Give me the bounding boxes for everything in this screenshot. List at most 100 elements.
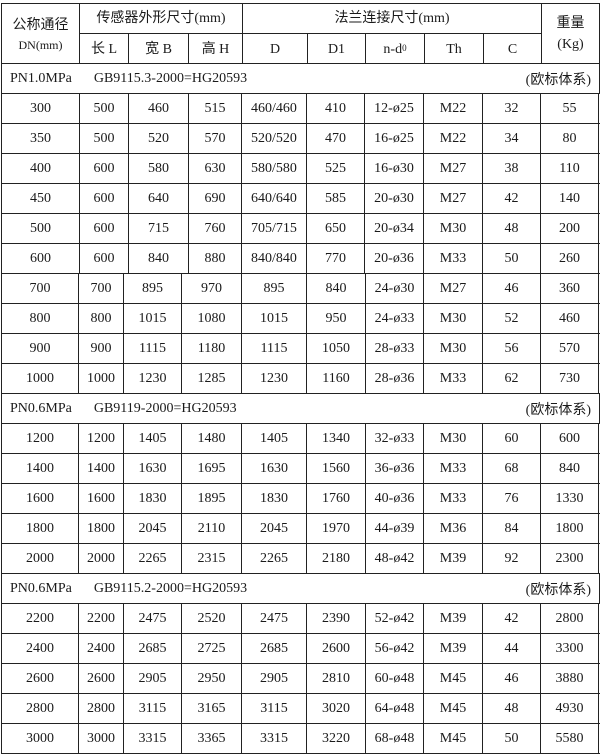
table-cell: 600 bbox=[80, 154, 129, 183]
table-cell: 42 bbox=[483, 184, 541, 213]
weight-header: 重量 (Kg) bbox=[542, 4, 600, 64]
table-cell: 1970 bbox=[307, 514, 366, 543]
table-cell: 2000 bbox=[2, 544, 79, 573]
table-cell: 2800 bbox=[79, 694, 124, 723]
table-cell: 570 bbox=[541, 334, 599, 363]
table-cell: 1400 bbox=[79, 454, 124, 483]
table-cell: 2045 bbox=[242, 514, 307, 543]
table-cell: 28-ø36 bbox=[366, 364, 424, 393]
table-cell: 470 bbox=[307, 124, 365, 153]
table-cell: M45 bbox=[424, 664, 483, 693]
table-cell: 2600 bbox=[307, 634, 366, 663]
table-cell: M39 bbox=[424, 634, 483, 663]
table-cell: M36 bbox=[424, 514, 483, 543]
table-cell: 3020 bbox=[307, 694, 366, 723]
table-cell: 1800 bbox=[2, 514, 79, 543]
table-cell: 1400 bbox=[2, 454, 79, 483]
dn-label: 公称通径 bbox=[12, 17, 69, 33]
table-cell: M22 bbox=[424, 124, 483, 153]
table-cell: 16-ø25 bbox=[365, 124, 424, 153]
table-cell: 1230 bbox=[242, 364, 307, 393]
table-cell: 640/640 bbox=[242, 184, 307, 213]
table-cell: 2265 bbox=[124, 544, 182, 573]
table-cell: 76 bbox=[483, 484, 541, 513]
table-cell: 2725 bbox=[182, 634, 242, 663]
table-cell: 400 bbox=[2, 154, 80, 183]
table-cell: 3315 bbox=[124, 724, 182, 753]
table-cell: 2520 bbox=[182, 604, 242, 633]
pressure-rating: PN0.6MPa bbox=[10, 400, 72, 416]
table-cell: 500 bbox=[80, 124, 129, 153]
weight-unit: (Kg) bbox=[557, 37, 584, 52]
table-cell: 2810 bbox=[307, 664, 366, 693]
table-cell: 24-ø30 bbox=[366, 274, 424, 303]
table-cell: 4930 bbox=[541, 694, 599, 723]
table-cell: 12-ø25 bbox=[365, 94, 424, 123]
table-cell: 840 bbox=[129, 244, 189, 273]
table-cell: 3880 bbox=[541, 664, 599, 693]
table-cell: 3115 bbox=[124, 694, 182, 723]
table-cell: 650 bbox=[307, 214, 365, 243]
table-row: 350 500 520 570 520/520 470 16-ø25 M22 34 80 bbox=[2, 124, 600, 154]
table-cell: 600 bbox=[2, 244, 80, 273]
table-row: 2800 2800 3115 3165 3115 3020 64-ø48 M45 48 4930 bbox=[2, 694, 600, 724]
table-cell: 110 bbox=[541, 154, 599, 183]
table-row: 800 800 1015 1080 1015 950 24-ø33 M30 52 460 bbox=[2, 304, 600, 334]
table-cell: 760 bbox=[189, 214, 242, 243]
table-header: 公称通径 DN(mm) 传感器外形尺寸(mm) 法兰连接尺寸(mm) 重量 (K… bbox=[2, 4, 600, 64]
table-cell: 585 bbox=[307, 184, 365, 213]
table-cell: 730 bbox=[541, 364, 599, 393]
table-cell: 60-ø48 bbox=[366, 664, 424, 693]
table-cell: 2685 bbox=[242, 634, 307, 663]
table-cell: 1015 bbox=[242, 304, 307, 333]
table-cell: 55 bbox=[541, 94, 599, 123]
table-cell: 84 bbox=[483, 514, 541, 543]
table-cell: 600 bbox=[80, 244, 129, 273]
table-row: 450 600 640 690 640/640 585 20-ø30 M27 42 140 bbox=[2, 184, 600, 214]
table-cell: 48 bbox=[483, 694, 541, 723]
table-cell: M33 bbox=[424, 484, 483, 513]
table-cell: 460/460 bbox=[242, 94, 307, 123]
table-cell: 1630 bbox=[242, 454, 307, 483]
table-cell: 1895 bbox=[182, 484, 242, 513]
table-cell: 200 bbox=[541, 214, 599, 243]
table-cell: 2315 bbox=[182, 544, 242, 573]
table-cell: 900 bbox=[79, 334, 124, 363]
table-cell: 1560 bbox=[307, 454, 366, 483]
table-cell: 2685 bbox=[124, 634, 182, 663]
table-row: 500 600 715 760 705/715 650 20-ø34 M30 48 200 bbox=[2, 214, 600, 244]
table-cell: 515 bbox=[189, 94, 242, 123]
table-cell: 2800 bbox=[541, 604, 599, 633]
table-cell: 770 bbox=[307, 244, 365, 273]
table-cell: 895 bbox=[124, 274, 182, 303]
table-cell: 20-ø30 bbox=[365, 184, 424, 213]
dn-unit: DN(mm) bbox=[18, 37, 63, 52]
table-cell: 2905 bbox=[124, 664, 182, 693]
table-cell: 2180 bbox=[307, 544, 366, 573]
table-cell: 2390 bbox=[307, 604, 366, 633]
table-cell: 580/580 bbox=[242, 154, 307, 183]
table-cell: 1015 bbox=[124, 304, 182, 333]
table-cell: 1180 bbox=[182, 334, 242, 363]
table-cell: 1000 bbox=[2, 364, 79, 393]
table-cell: 350 bbox=[2, 124, 80, 153]
col-n-d0-label: n-d bbox=[383, 41, 403, 57]
table-cell: 1285 bbox=[182, 364, 242, 393]
table-cell: 3115 bbox=[242, 694, 307, 723]
table-cell: M27 bbox=[424, 154, 483, 183]
table-cell: 970 bbox=[182, 274, 242, 303]
table-cell: 3165 bbox=[182, 694, 242, 723]
table-cell: 2265 bbox=[242, 544, 307, 573]
dn-header: 公称通径 DN(mm) bbox=[2, 4, 80, 64]
flange-dimensions-header: 法兰连接尺寸(mm) bbox=[243, 4, 542, 34]
table-cell: 1760 bbox=[307, 484, 366, 513]
table-cell: 92 bbox=[483, 544, 541, 573]
table-cell: 3000 bbox=[79, 724, 124, 753]
table-cell: 46 bbox=[483, 274, 541, 303]
table-row: 1400 1400 1630 1695 1630 1560 36-ø36 M33 68 840 bbox=[2, 454, 600, 484]
table-cell: 520/520 bbox=[242, 124, 307, 153]
table-cell: 800 bbox=[79, 304, 124, 333]
table-cell: 38 bbox=[483, 154, 541, 183]
table-cell: 2600 bbox=[79, 664, 124, 693]
table-cell: M45 bbox=[424, 694, 483, 723]
